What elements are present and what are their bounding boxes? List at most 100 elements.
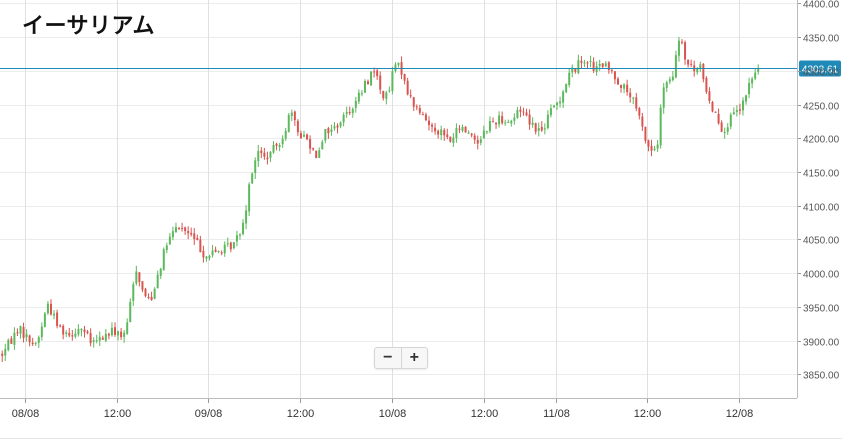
candle-body bbox=[379, 75, 382, 90]
candle-body bbox=[49, 303, 52, 315]
candle-body bbox=[473, 135, 476, 140]
candle-body bbox=[610, 70, 613, 72]
candle-body bbox=[373, 71, 376, 73]
candle-body bbox=[580, 60, 583, 63]
candle-body bbox=[501, 116, 504, 124]
candle-body bbox=[363, 80, 366, 93]
candle-body bbox=[604, 63, 607, 67]
candle-body bbox=[738, 109, 741, 111]
candle-body bbox=[232, 242, 235, 249]
candle-body bbox=[455, 128, 458, 138]
candle-body bbox=[74, 333, 77, 337]
candle-body bbox=[434, 127, 437, 132]
candle-body bbox=[589, 60, 592, 62]
candle-body bbox=[31, 342, 34, 345]
candle-body bbox=[1, 353, 4, 356]
candle-body bbox=[178, 228, 181, 230]
candle-body bbox=[452, 137, 455, 143]
candle-body bbox=[394, 64, 397, 71]
candle-body bbox=[65, 332, 68, 334]
candle-body bbox=[647, 140, 650, 147]
candle-body bbox=[272, 144, 275, 153]
y-tick-label: 3950.00 bbox=[803, 304, 840, 315]
zoom-in-button[interactable]: + bbox=[400, 348, 428, 368]
candle-body bbox=[56, 312, 59, 326]
candle-body bbox=[586, 62, 589, 64]
candle-body bbox=[534, 123, 537, 132]
candle-body bbox=[107, 333, 110, 336]
candle-body bbox=[376, 70, 379, 77]
candle-body bbox=[674, 55, 677, 78]
candle-body bbox=[367, 81, 370, 85]
candle-body bbox=[251, 173, 254, 184]
candle-body bbox=[446, 134, 449, 138]
candle-body bbox=[299, 133, 302, 138]
candle-body bbox=[46, 303, 49, 314]
candle-body bbox=[595, 66, 598, 73]
candle-body bbox=[629, 92, 632, 98]
candle-body bbox=[159, 268, 162, 276]
candle-body bbox=[37, 337, 40, 343]
candle-body bbox=[312, 148, 315, 150]
candle-body bbox=[357, 92, 360, 102]
candle-body bbox=[153, 288, 156, 299]
candle-body bbox=[638, 108, 641, 116]
candle-body bbox=[424, 114, 427, 121]
candle-body bbox=[296, 120, 299, 133]
candle-body bbox=[315, 150, 318, 159]
candle-body bbox=[287, 114, 290, 132]
candle-body bbox=[205, 256, 208, 259]
candle-body bbox=[546, 114, 549, 129]
candle-body bbox=[217, 250, 220, 252]
x-tick-label: 10/08 bbox=[379, 408, 407, 420]
y-tick-label: 4200.00 bbox=[803, 135, 840, 146]
candle-body bbox=[406, 80, 409, 95]
candle-body bbox=[123, 332, 126, 337]
candle-body bbox=[461, 126, 464, 131]
candle-body bbox=[412, 97, 415, 107]
current-price-label: 4303.61 bbox=[802, 65, 839, 76]
candle-body bbox=[409, 95, 412, 97]
candle-body bbox=[10, 338, 13, 344]
candle-body bbox=[635, 97, 638, 109]
candle-body bbox=[665, 82, 668, 89]
candle-body bbox=[714, 111, 717, 113]
candle-body bbox=[257, 150, 260, 162]
candle-body bbox=[498, 115, 501, 125]
candle-body bbox=[443, 130, 446, 136]
candle-body bbox=[83, 329, 86, 333]
candle-body bbox=[601, 63, 604, 67]
candle-body bbox=[25, 334, 28, 337]
zoom-out-button[interactable]: − bbox=[383, 349, 393, 366]
candle-body bbox=[485, 131, 488, 133]
y-tick-label: 4300.00 bbox=[803, 68, 840, 79]
candle-body bbox=[284, 130, 287, 139]
candle-body bbox=[574, 68, 577, 72]
candle-body bbox=[342, 114, 345, 123]
candle-body bbox=[757, 68, 760, 72]
candle-body bbox=[306, 134, 309, 140]
candle-body bbox=[626, 84, 629, 93]
candle-body bbox=[235, 235, 238, 242]
candle-body bbox=[68, 333, 71, 336]
candle-body bbox=[135, 271, 138, 284]
candle-body bbox=[464, 126, 467, 133]
candle-body bbox=[34, 343, 37, 345]
candle-body bbox=[324, 129, 327, 141]
candle-body bbox=[528, 114, 531, 125]
chart-title: イーサリアム bbox=[22, 13, 156, 38]
candle-body bbox=[391, 71, 394, 91]
candle-body bbox=[86, 331, 89, 334]
candle-body bbox=[248, 184, 251, 212]
candle-body bbox=[681, 41, 684, 43]
candle-body bbox=[245, 210, 248, 224]
candle-body bbox=[202, 250, 205, 258]
y-tick-label: 4350.00 bbox=[803, 34, 840, 45]
candle-body bbox=[238, 234, 241, 236]
candle-body bbox=[156, 274, 159, 289]
candle-body bbox=[467, 132, 470, 134]
candle-body bbox=[327, 128, 330, 134]
candle-body bbox=[540, 126, 543, 131]
candle-body bbox=[525, 112, 528, 116]
candle-body bbox=[592, 61, 595, 71]
